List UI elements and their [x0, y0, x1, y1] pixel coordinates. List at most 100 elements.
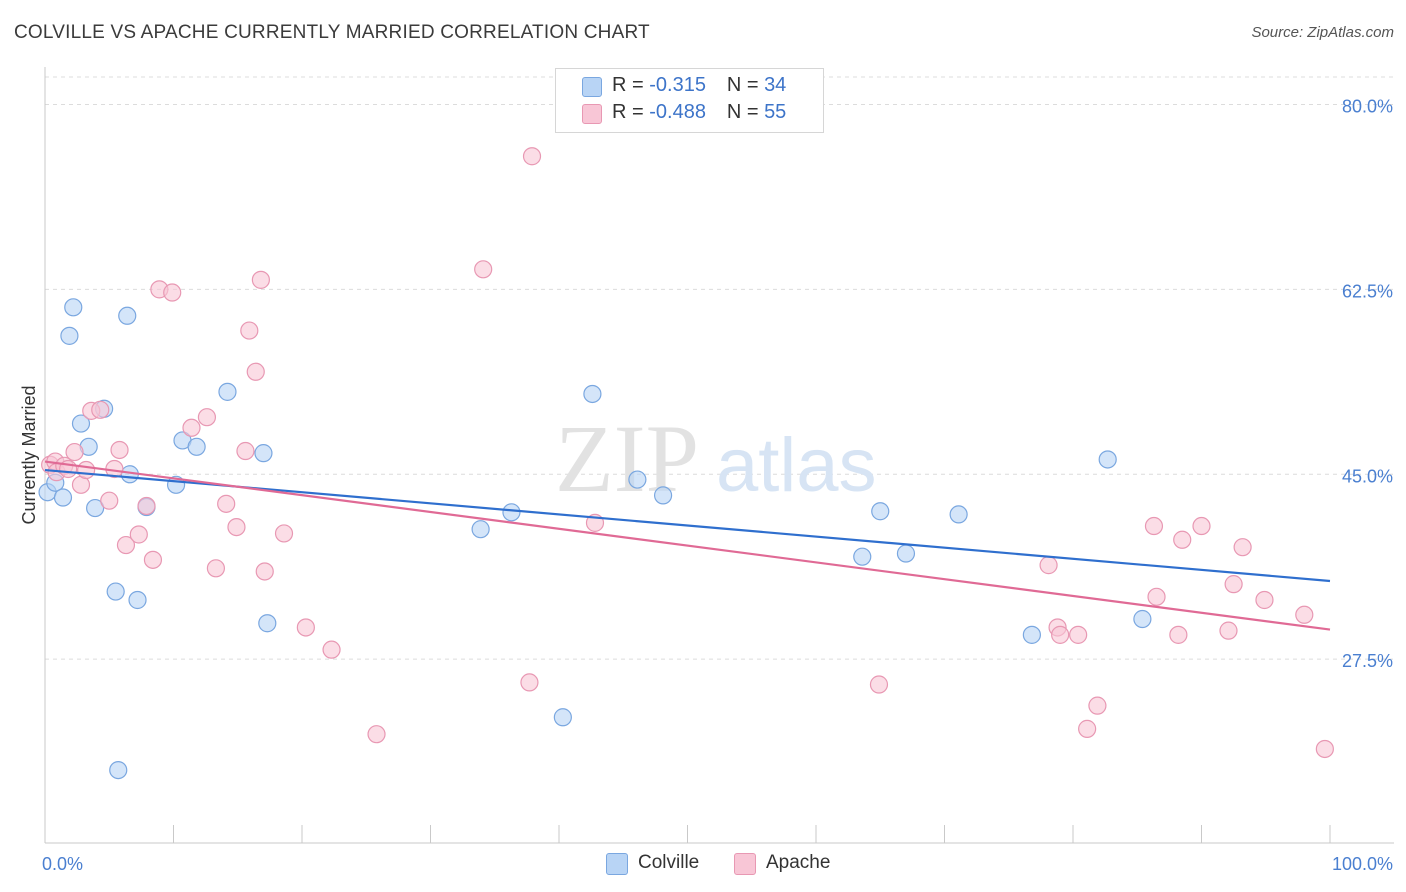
colville-swatch [582, 77, 602, 97]
chart-title: COLVILLE VS APACHE CURRENTLY MARRIED COR… [14, 22, 650, 43]
colville-point-19 [254, 444, 273, 463]
apache-point-49 [1219, 621, 1238, 640]
colville-point-29 [896, 544, 916, 563]
apache-point-54 [1315, 739, 1334, 759]
source-label: Source: ZipAtlas.com [1251, 24, 1394, 41]
apache-point-9 [91, 400, 110, 419]
apache-point-35 [522, 147, 542, 166]
apache-point-22 [217, 494, 236, 513]
apache-point-41 [1069, 625, 1088, 644]
r-label: R = [612, 101, 644, 123]
colville-point-9 [106, 582, 125, 601]
colville-point-25 [628, 470, 647, 489]
n-value-colville: 34 [764, 74, 787, 96]
colville-point-23 [553, 708, 572, 727]
colville-point-20 [258, 614, 277, 633]
trend-lines [44, 460, 1331, 631]
colville-point-10 [109, 760, 128, 780]
apache-point-40 [1051, 625, 1070, 644]
colville-point-28 [871, 502, 890, 521]
colville-point-13 [128, 590, 147, 610]
apache-point-33 [474, 260, 493, 279]
colville-point-17 [187, 437, 206, 456]
legend-label-colville: Colville [638, 852, 700, 873]
apache-point-7 [77, 460, 96, 480]
apache-point-51 [1233, 538, 1252, 557]
x-tick-labels: 0.0% 100.0% [42, 854, 1393, 874]
apache-point-23 [227, 517, 246, 537]
y-tick-label-0: 80.0% [1342, 96, 1393, 116]
colville-point-11 [118, 306, 137, 325]
apache-point-38 [1039, 556, 1058, 575]
apache-point-48 [1192, 516, 1211, 536]
series-legend: Colville Apache [0, 852, 1406, 878]
colville-point-3 [60, 326, 79, 345]
apache-point-47 [1173, 530, 1192, 549]
apache-point-32 [367, 725, 386, 744]
apache-point-16 [143, 550, 163, 569]
y-axis-label: Currently Married [19, 385, 39, 524]
apache-point-15 [137, 496, 156, 516]
apache-point-37 [869, 675, 889, 694]
r-value-apache: -0.488 [649, 101, 706, 123]
y-tick-labels: 80.0% 62.5% 45.0% 27.5% [1342, 96, 1393, 671]
apache-point-13 [116, 535, 136, 555]
apache-point-46 [1169, 625, 1188, 644]
colville-point-24 [583, 384, 602, 404]
axes [44, 67, 1394, 844]
colville-point-7 [86, 498, 105, 518]
apache-trend-line [44, 460, 1331, 631]
n-label: N = [726, 74, 759, 96]
apache-point-20 [197, 408, 217, 427]
apache-point-21 [206, 559, 226, 578]
colville-point-30 [949, 505, 968, 524]
apache-point-12 [110, 440, 129, 460]
apache-point-24 [236, 441, 255, 461]
n-label: N = [726, 101, 759, 123]
colville-point-33 [1133, 609, 1152, 629]
watermark: ZIP atlas [555, 405, 877, 512]
y-tick-label-3: 27.5% [1342, 651, 1393, 671]
apache-point-44 [1144, 516, 1164, 536]
y-tick-label-1: 62.5% [1342, 281, 1393, 301]
r-value-colville: -0.315 [649, 74, 706, 96]
apache-point-28 [255, 562, 274, 581]
watermark-atlas: atlas [716, 423, 877, 508]
colville-point-18 [218, 382, 237, 401]
colville-point-31 [1022, 625, 1041, 644]
colville-points [38, 298, 1152, 780]
apache-point-52 [1255, 590, 1274, 610]
stats-legend: R = -0.315 N = 34 R = -0.488 N = 55 [555, 68, 824, 133]
colville-point-5 [71, 414, 91, 433]
apache-point-25 [240, 321, 259, 340]
colville-point-26 [653, 486, 673, 505]
apache-point-5 [65, 442, 84, 462]
apache-point-29 [274, 524, 294, 543]
apache-point-27 [251, 270, 270, 289]
apache-point-30 [296, 618, 315, 637]
y-tick-label-2: 45.0% [1342, 466, 1393, 486]
colville-point-21 [471, 520, 490, 539]
n-value-apache: 55 [764, 101, 787, 123]
colville-point-32 [1098, 450, 1117, 469]
apache-legend-swatch [734, 853, 756, 875]
colville-legend-swatch [606, 853, 628, 875]
apache-point-53 [1295, 605, 1314, 624]
apache-point-45 [1147, 587, 1166, 606]
legend-label-apache: Apache [766, 852, 831, 873]
apache-point-42 [1078, 719, 1097, 738]
colville-point-4 [64, 298, 83, 317]
apache-point-43 [1088, 696, 1107, 715]
r-label: R = [612, 74, 644, 96]
apache-point-19 [182, 418, 201, 437]
colville-point-22 [502, 503, 521, 522]
apache-point-26 [246, 362, 265, 381]
colville-point-27 [853, 547, 872, 566]
apache-point-50 [1224, 575, 1243, 594]
grid-lines [45, 76, 1394, 660]
apache-swatch [582, 104, 602, 124]
apache-point-18 [163, 283, 182, 302]
apache-point-14 [129, 525, 148, 544]
apache-point-10 [100, 491, 119, 510]
